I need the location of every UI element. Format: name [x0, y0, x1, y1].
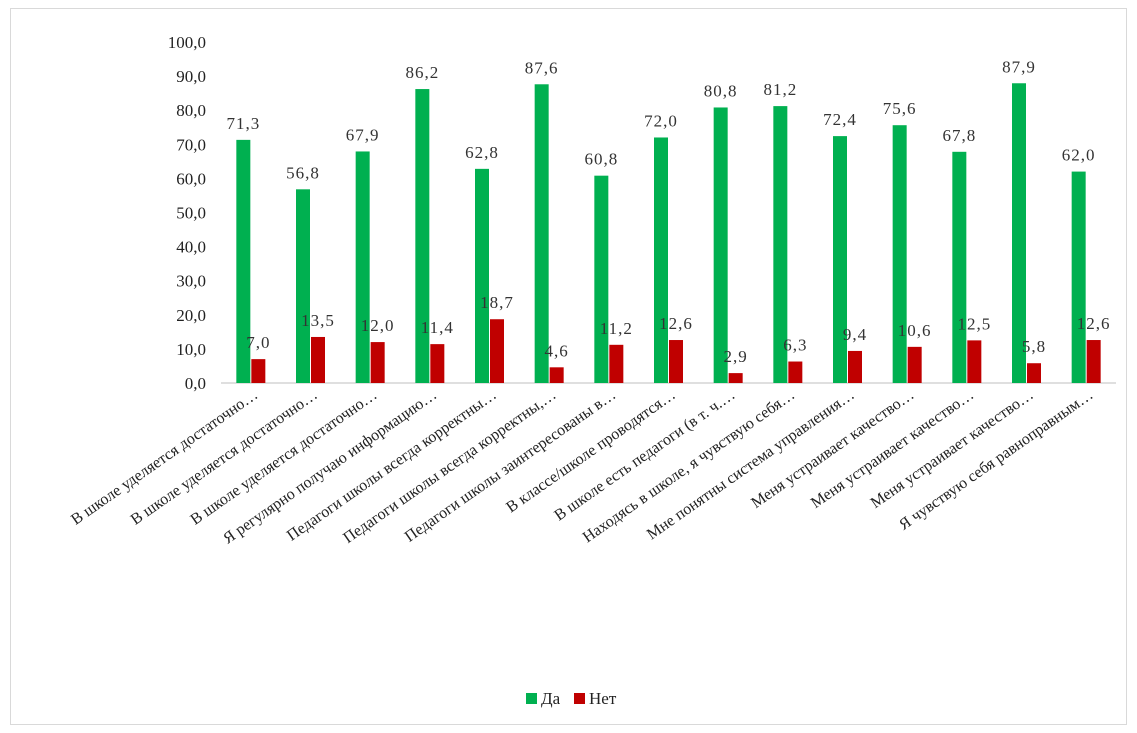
data-label-yes: 75,6 — [883, 99, 917, 118]
data-label-yes: 60,8 — [584, 150, 618, 169]
data-label-yes: 86,2 — [405, 63, 439, 82]
legend-label-no: Нет — [589, 689, 617, 708]
bar-yes — [534, 84, 549, 383]
data-label-yes: 71,3 — [226, 114, 260, 133]
data-label-yes: 72,0 — [644, 111, 678, 130]
bar-no — [967, 340, 982, 383]
bar-yes — [415, 89, 430, 384]
bar-no — [311, 336, 325, 383]
data-label-yes: 80,8 — [704, 81, 738, 100]
bar-no — [1027, 363, 1041, 383]
bar-no — [1086, 340, 1101, 383]
bar-no — [549, 367, 564, 383]
y-tick-label: 70,0 — [176, 135, 206, 154]
bar-yes — [236, 139, 251, 383]
data-label-no: 12,0 — [361, 316, 395, 335]
y-tick-label: 30,0 — [176, 272, 206, 291]
data-label-no: 7,0 — [246, 333, 270, 352]
legend-label-yes: Да — [541, 689, 561, 708]
y-tick-label: 20,0 — [176, 306, 206, 325]
y-tick-label: 50,0 — [176, 204, 206, 223]
bar-yes — [475, 168, 489, 383]
bar-yes — [952, 151, 967, 383]
bar-no — [669, 340, 683, 383]
data-label-no: 13,5 — [301, 311, 335, 330]
data-label-no: 6,3 — [783, 336, 807, 355]
bar-chart: 0,0 10,0 20,0 30,0 40,0 50,0 60,0 70,0 80,0 90,0 1… — [68, 33, 1116, 708]
y-tick-label: 80,0 — [176, 101, 206, 120]
bar-no — [251, 359, 266, 383]
bar-yes — [355, 151, 370, 383]
data-label-yes: 87,6 — [525, 58, 559, 77]
bar-no — [490, 319, 504, 383]
data-label-no: 12,6 — [659, 314, 693, 333]
category-label: Педагоги школы всегда корректны,… — [340, 386, 559, 547]
legend: Да Нет — [526, 689, 617, 708]
y-tick-label: 0,0 — [185, 374, 206, 393]
data-label-no: 4,6 — [545, 341, 569, 360]
bar-yes — [713, 107, 728, 384]
data-label-yes: 62,8 — [465, 143, 499, 162]
chart-frame: 0,0 10,0 20,0 30,0 40,0 50,0 60,0 70,0 80,0 90,0 1… — [10, 8, 1127, 725]
y-tick-label: 10,0 — [176, 340, 206, 359]
data-label-yes: 81,2 — [763, 80, 797, 99]
bar-no — [728, 373, 743, 383]
legend-swatch-no — [574, 693, 585, 704]
bar-no — [430, 344, 445, 383]
bar-no — [907, 346, 922, 383]
data-label-no: 2,9 — [724, 347, 748, 366]
data-label-yes: 87,9 — [1002, 57, 1036, 76]
bar-yes — [654, 137, 668, 383]
bar-yes — [773, 106, 788, 383]
bar-yes — [1071, 171, 1086, 383]
bar-no — [788, 361, 803, 383]
data-label-no: 11,4 — [421, 318, 454, 337]
data-label-yes: 56,8 — [286, 163, 320, 182]
bar-no — [609, 344, 624, 383]
y-tick-label: 90,0 — [176, 67, 206, 86]
category-labels-group: В школе уделяется достаточно…В школе уде… — [68, 386, 1096, 547]
data-label-yes: 62,0 — [1062, 146, 1096, 165]
data-label-no: 12,5 — [957, 314, 991, 333]
bar-yes — [833, 136, 847, 383]
bar-no — [848, 350, 862, 383]
bar-no — [370, 342, 385, 383]
data-label-no: 5,8 — [1022, 337, 1046, 356]
y-tick-label: 40,0 — [176, 238, 206, 257]
data-label-no: 18,7 — [480, 293, 514, 312]
bar-yes — [594, 175, 609, 383]
y-tick-label: 60,0 — [176, 169, 206, 188]
data-label-yes: 72,4 — [823, 110, 857, 129]
data-label-no: 10,6 — [898, 321, 932, 340]
legend-swatch-yes — [526, 693, 537, 704]
data-label-no: 9,4 — [843, 325, 867, 344]
data-label-yes: 67,9 — [346, 125, 380, 144]
bar-yes — [892, 125, 907, 383]
category-label: Находясь в школе, я чувствую себя… — [580, 386, 798, 546]
data-label-no: 11,2 — [600, 319, 633, 338]
bars-group — [236, 83, 1101, 384]
y-tick-label: 100,0 — [168, 33, 206, 52]
y-axis-ticks: 0,0 10,0 20,0 30,0 40,0 50,0 60,0 70,0 80,0 90,0 1… — [168, 33, 206, 393]
bar-yes — [1012, 83, 1026, 384]
bar-yes — [296, 189, 310, 383]
data-label-no: 12,6 — [1077, 314, 1111, 333]
category-label: Я регулярно получаю информацию… — [220, 386, 440, 547]
data-labels-group: 71,3 7,0 56,8 13,5 67,9 12,0 86,2 11,4 62,8 18,7 8… — [226, 57, 1111, 366]
data-label-yes: 67,8 — [942, 126, 976, 145]
